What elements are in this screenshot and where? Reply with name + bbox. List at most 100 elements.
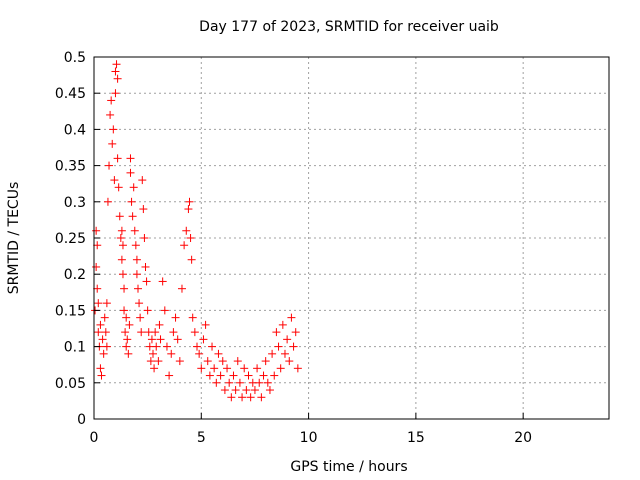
data-point	[105, 161, 114, 170]
data-point	[92, 262, 101, 271]
data-point	[177, 284, 186, 293]
data-point	[182, 226, 191, 235]
data-point	[132, 270, 141, 279]
data-point	[102, 299, 111, 308]
data-point	[210, 364, 219, 373]
y-tick-label: 0.2	[64, 267, 86, 283]
data-point	[235, 378, 244, 387]
grid-layer	[94, 57, 609, 419]
data-point	[120, 284, 129, 293]
data-point	[139, 205, 148, 214]
y-tick-label: 0.35	[55, 159, 86, 175]
data-point	[151, 328, 160, 337]
data-point	[132, 255, 141, 264]
data-point	[94, 299, 103, 308]
data-point	[173, 335, 182, 344]
data-point	[229, 371, 238, 380]
data-point	[143, 306, 152, 315]
data-point	[96, 364, 105, 373]
data-point	[156, 335, 165, 344]
data-point	[98, 335, 107, 344]
data-point	[186, 234, 195, 242]
data-point	[141, 262, 150, 271]
data-point	[118, 270, 127, 279]
data-point	[216, 371, 225, 380]
data-point	[165, 371, 174, 380]
data-point	[246, 393, 255, 402]
data-point	[150, 364, 159, 373]
data-point	[155, 320, 164, 329]
data-point	[238, 393, 247, 402]
data-point	[147, 335, 156, 344]
data-point	[125, 320, 134, 329]
data-point	[169, 328, 178, 337]
data-point	[289, 342, 298, 351]
data-point	[227, 393, 236, 402]
data-point	[115, 212, 124, 221]
data-point	[185, 197, 194, 206]
data-point	[97, 371, 106, 380]
data-point	[142, 277, 151, 286]
data-point	[135, 299, 144, 308]
data-point	[184, 205, 193, 214]
data-point	[101, 328, 110, 337]
data-point	[259, 371, 268, 380]
data-point	[96, 320, 105, 329]
y-tick-label: 0.1	[64, 340, 86, 356]
data-point	[214, 349, 223, 358]
y-tick-label: 0	[77, 412, 86, 428]
data-point	[218, 357, 227, 366]
data-point	[231, 386, 240, 395]
data-point	[253, 364, 262, 373]
data-point	[136, 313, 145, 322]
data-point	[131, 241, 140, 250]
data-point	[106, 110, 115, 119]
tick-layer: 0 5 10 15 20 0 0.05 0.1 0.15 0.2 0.25 0.3 0.35 0.4 0.4…	[55, 50, 532, 446]
x-tick-label: 15	[407, 430, 425, 446]
data-point	[149, 349, 158, 358]
data-point	[160, 306, 169, 315]
data-point	[197, 364, 206, 373]
data-point	[278, 320, 287, 329]
data-point	[272, 328, 281, 337]
data-point	[274, 342, 283, 351]
data-point	[99, 349, 108, 358]
data-point	[113, 154, 122, 163]
data-point	[244, 371, 253, 380]
data-point	[265, 386, 274, 395]
data-point	[133, 284, 142, 293]
y-tick-label: 0.25	[55, 231, 86, 247]
y-tick-label: 0.5	[64, 50, 86, 66]
data-point	[122, 342, 131, 351]
data-point	[113, 74, 122, 83]
data-point	[109, 125, 118, 134]
data-point	[255, 378, 264, 387]
data-point	[190, 328, 199, 337]
data-point	[257, 393, 266, 402]
data-point	[126, 168, 135, 177]
data-point	[124, 349, 133, 358]
data-point	[242, 386, 251, 395]
data-point	[240, 364, 249, 373]
data-point	[162, 342, 171, 351]
data-point	[111, 89, 120, 98]
data-point	[233, 357, 242, 366]
data-point	[93, 284, 102, 293]
data-point	[127, 197, 136, 206]
data-point	[140, 234, 149, 242]
data-point	[283, 335, 292, 344]
data-point	[261, 357, 270, 366]
y-tick-label: 0.15	[55, 303, 86, 319]
data-point	[223, 364, 232, 373]
data-point	[203, 357, 212, 366]
data-point	[293, 364, 302, 373]
data-point	[118, 241, 127, 250]
data-point	[199, 335, 208, 344]
y-tick-label: 0.3	[64, 195, 86, 211]
data-point	[111, 67, 120, 76]
data-point	[123, 335, 132, 344]
x-tick-label: 0	[90, 430, 99, 446]
data-point	[112, 60, 121, 69]
data-point	[205, 371, 214, 380]
